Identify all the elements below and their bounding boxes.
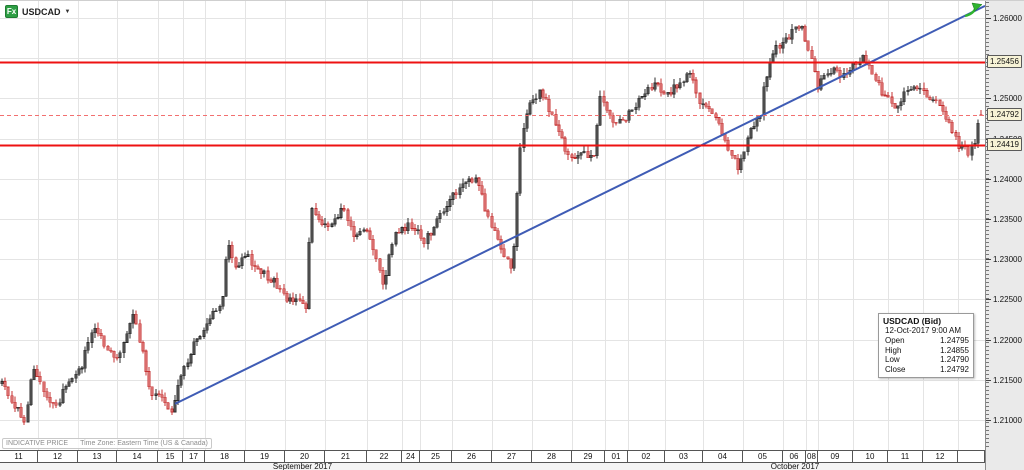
fx-icon: Fx	[5, 5, 18, 18]
price-tick-mark	[986, 259, 991, 260]
chevron-down-icon[interactable]: ▼	[64, 8, 71, 15]
date-cell: 15	[158, 451, 183, 462]
price-tick-mark	[986, 179, 991, 180]
date-cell: 27	[492, 451, 532, 462]
price-tick-label: 1.24000	[993, 175, 1022, 184]
tooltip-datetime: 12-Oct-2017 9:00 AM	[885, 326, 962, 335]
date-cell: 12	[923, 451, 958, 462]
date-cell: 08	[806, 451, 818, 462]
date-cell: 26	[452, 451, 492, 462]
price-tick-mark	[986, 18, 991, 19]
price-tick-label: 1.21500	[993, 376, 1022, 385]
month-label: September 2017	[272, 462, 333, 470]
candles	[0, 24, 983, 426]
plot-area[interactable]: Fx USDCAD ▼ INDICATIVE PRICE Time Zone: …	[0, 1, 985, 450]
price-tick-label: 1.25000	[993, 94, 1022, 103]
date-cell: 17	[183, 451, 205, 462]
timezone-label: Time Zone: Eastern Time (US & Canada)	[80, 440, 208, 447]
date-cell: 21	[325, 451, 367, 462]
date-cell: 14	[117, 451, 158, 462]
date-cell: 18	[205, 451, 245, 462]
price-tick-mark	[986, 380, 991, 381]
date-cell: 29	[572, 451, 605, 462]
date-axis[interactable]: 11 12 13 14 15 17 18 19 20 21 22 24 25 26 27 28 29 01 02 03…	[0, 450, 985, 470]
price-tick-label: 1.26000	[993, 14, 1022, 23]
date-cell: 06	[783, 451, 806, 462]
price-level-label: 1.24419	[987, 138, 1022, 151]
month-row: September 2017 October 2017	[0, 463, 985, 470]
price-tick-label: 1.23000	[993, 255, 1022, 264]
tooltip-row: High 1.24855	[885, 345, 969, 355]
date-cell: 22	[367, 451, 402, 462]
date-cell: 05	[743, 451, 783, 462]
ohlc-tooltip: USDCAD (Bid) 12-Oct-2017 9:00 AM Open 1.2…	[878, 313, 974, 378]
price-tick-label: 1.22000	[993, 336, 1022, 345]
date-cell	[958, 451, 985, 462]
indicative-price-label: INDICATIVE PRICE	[6, 440, 69, 447]
date-cell: 28	[532, 451, 572, 462]
date-cell: 11	[888, 451, 923, 462]
price-tick-mark	[986, 98, 991, 99]
date-cell: 13	[78, 451, 117, 462]
date-cell: 11	[0, 451, 38, 462]
price-level-label: 1.24792	[987, 108, 1022, 121]
date-cell: 04	[703, 451, 743, 462]
support-resistance-lines[interactable]	[0, 61, 985, 147]
date-cell: 03	[665, 451, 703, 462]
date-cell: 20	[285, 451, 325, 462]
symbol-label: USDCAD	[22, 6, 61, 17]
price-axis[interactable]: 1.260001.255001.250001.245001.240001.235…	[985, 1, 1024, 470]
date-cell: 19	[245, 451, 285, 462]
date-cell: 25	[420, 451, 452, 462]
tooltip-row: Low 1.24790	[885, 355, 969, 364]
date-cells: 11 12 13 14 15 17 18 19 20 21 22 24 25 26 27 28 29 01 02 03…	[0, 450, 985, 463]
date-cell: 02	[628, 451, 665, 462]
tooltip-title: USDCAD (Bid)	[883, 316, 942, 326]
date-cell: 01	[605, 451, 628, 462]
tooltip-row: Close 1.24792	[885, 364, 969, 374]
symbol-selector[interactable]: Fx USDCAD ▼	[5, 5, 70, 18]
date-cell: 09	[818, 451, 853, 462]
price-tick-mark	[986, 299, 991, 300]
price-tick-label: 1.21000	[993, 416, 1022, 425]
price-level-label: 1.25456	[987, 55, 1022, 68]
date-cell: 24	[402, 451, 420, 462]
price-chart[interactable]	[0, 1, 985, 450]
trendline-arrow-icon	[964, 2, 983, 18]
price-tick-label: 1.23500	[993, 215, 1022, 224]
price-tick-label: 1.22500	[993, 295, 1022, 304]
indicative-price-note: INDICATIVE PRICE Time Zone: Eastern Time…	[2, 438, 212, 449]
price-tick-mark	[986, 340, 991, 341]
price-tick-mark	[986, 219, 991, 220]
month-label: October 2017	[770, 462, 820, 470]
date-cell: 10	[853, 451, 888, 462]
trendline[interactable]	[174, 5, 985, 405]
price-tick-mark	[986, 420, 991, 421]
date-cell: 12	[38, 451, 78, 462]
tooltip-row: Open 1.24795	[885, 336, 969, 345]
